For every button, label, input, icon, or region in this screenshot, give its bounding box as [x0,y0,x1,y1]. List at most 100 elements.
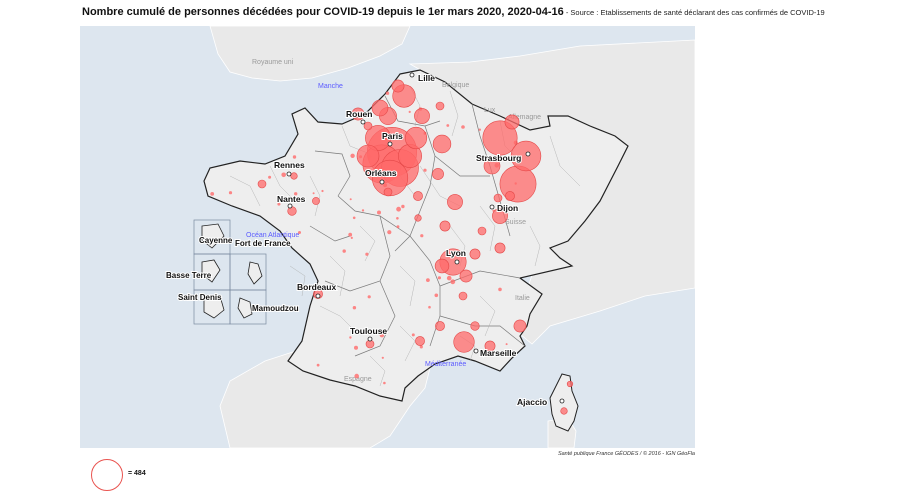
death-bubble[interactable]: Côte-d'Or: 110 [447,194,463,210]
death-bubble[interactable]: Vosges: 95 [504,114,520,130]
minor-death-bubble [350,236,353,239]
overseas-label-basse-terre: Basse Terre [166,271,212,280]
minor-death-bubble [461,125,465,129]
death-bubble[interactable]: Haute-Corse: 15 [566,380,574,388]
death-bubble[interactable]: Vaucluse: 35 [470,321,480,331]
city-label-rouen: Rouen [346,109,372,119]
minor-death-bubble [316,363,320,367]
death-bubble[interactable]: Bas-Rhin: 420 [510,140,542,172]
label-atlantic: Océan Atlantique [246,232,299,239]
death-bubble[interactable]: Aisne: 110 [414,108,430,124]
death-bubble[interactable]: Eure: 30 [363,121,373,131]
death-bubble[interactable]: Ardennes: 30 [435,101,445,111]
map-canvas[interactable]: Royaume uni Belgique Lux Allemagne Suiss… [80,26,695,448]
death-bubble[interactable]: Pas-de-Calais: 70 [391,79,405,93]
minor-death-bubble [428,305,431,309]
death-bubble[interactable]: Meurthe-et-Moselle: 120 [483,157,501,175]
death-bubble[interactable]: Yvelines: 230 [356,144,380,168]
death-bubble[interactable]: Drôme: 30 [458,291,468,301]
minor-death-bubble [419,345,423,349]
label-switzerland: Suisse [505,219,526,226]
death-bubble[interactable]: Gard: 40 [435,321,445,331]
city-label-dijon: Dijon [497,203,518,213]
label-germany: Allemagne [508,114,541,121]
minor-death-bubble [396,206,401,212]
city-label-lyon: Lyon [446,248,466,258]
minor-death-bubble [294,192,298,196]
label-luxembourg: Lux [484,107,496,114]
minor-death-bubble [354,345,358,350]
minor-death-bubble [385,91,390,95]
minor-death-bubble [383,381,386,385]
death-bubble[interactable]: Nièvre: 20 [414,214,422,222]
uk-landmass [209,26,411,82]
death-bubble[interactable]: Corse-du-Sud: 20 [560,407,568,415]
minor-death-bubble [354,373,360,379]
city-label-strasbourg: Strasbourg [476,153,521,163]
label-italy: Italie [515,295,530,302]
overseas-label-fort-de-france: Fort de France [235,239,291,248]
minor-death-bubble [396,225,400,229]
death-bubble[interactable]: Finistère: 30 [257,179,267,189]
label-mediterranean: Méditerranée [425,361,466,368]
overseas-label-cayenne: Cayenne [199,236,233,245]
death-bubble[interactable]: Val-d'Oise: 300 [365,125,391,151]
minor-death-bubble [408,110,411,113]
death-bubble[interactable]: Doubs: 110 [492,208,508,224]
minor-death-bubble [426,278,430,282]
city-label-toulouse: Toulouse [350,326,387,336]
map-credit: Santé publique France GÉODES / © 2016 - … [557,451,695,457]
overseas-insets [193,219,267,325]
minor-death-bubble [281,172,286,178]
minor-death-bubble [349,198,352,201]
death-bubble[interactable]: Isère: 70 [459,269,473,283]
death-bubble[interactable]: Loire: 90 [434,258,450,274]
death-bubble[interactable]: Seine-Maritime: 70 [351,107,365,121]
minor-death-bubble [342,249,346,253]
death-bubble[interactable]: Marne: 150 [432,134,452,154]
minor-death-bubble [292,155,297,159]
minor-death-bubble [352,306,357,310]
death-bubble[interactable]: Somme: 120 [371,99,389,117]
minor-death-bubble [228,191,233,195]
minor-death-bubble [446,124,450,127]
minor-death-bubble [437,276,441,280]
death-bubble[interactable]: Loiret: 30 [383,187,393,197]
label-belgium: Belgique [442,82,469,89]
bubble-layer: Paris: 1150Hauts-de-Seine: 700Seine-Sain… [210,79,574,415]
minor-death-bubble [434,293,439,298]
city-label-orleans: Orléans [365,168,397,178]
minor-death-bubble [298,231,301,234]
death-bubble[interactable]: Moselle: 560 [482,120,518,156]
minor-death-bubble [478,128,481,131]
death-bubble[interactable]: Haute-Saône: 30 [493,193,503,203]
minor-death-bubble [396,217,399,220]
overseas-label-mamoudzou: Mamoudzou [252,304,299,313]
city-label-rennes: Rennes [274,160,305,170]
death-bubble[interactable]: Alpes-Maritimes: 70 [513,319,527,333]
death-bubble[interactable]: Seine-et-Marne: 220 [404,126,428,150]
death-bubble[interactable]: Aube: 60 [432,168,444,180]
label-channel: Manche [318,83,343,90]
death-bubble[interactable]: Ain: 50 [469,248,481,260]
city-label-marseille: Marseille [480,348,517,358]
map-panel[interactable]: Royaume uni Belgique Lux Allemagne Suiss… [80,26,695,448]
overseas-islands [201,223,263,319]
death-bubble[interactable]: Territoire de Belfort: 40 [505,191,515,201]
legend-bubble [91,459,123,491]
minor-death-bubble [450,279,456,285]
death-bubble[interactable]: Haute-Savoie: 50 [494,242,506,254]
death-bubble[interactable]: Ille-et-Vilaine: 20 [290,172,298,180]
death-bubble[interactable]: Bouches-du-Rhône: 200 [453,331,475,353]
minor-death-bubble [387,230,392,235]
death-bubble[interactable]: Yonne: 40 [413,191,423,201]
label-spain: Espagne [344,376,372,383]
death-bubble[interactable]: Jura: 30 [477,226,487,236]
legend-label: = 484 [128,470,146,477]
death-bubble[interactable]: Saône-et-Loire: 50 [439,220,451,232]
death-bubble[interactable]: Var: 50 [484,340,496,352]
minor-death-bubble [379,333,385,338]
source-text: - Source : Etablissements de santé décla… [563,8,825,17]
death-bubble[interactable]: Maine-et-Loire: 25 [312,197,320,205]
death-bubble[interactable]: Hérault: 40 [415,336,425,346]
